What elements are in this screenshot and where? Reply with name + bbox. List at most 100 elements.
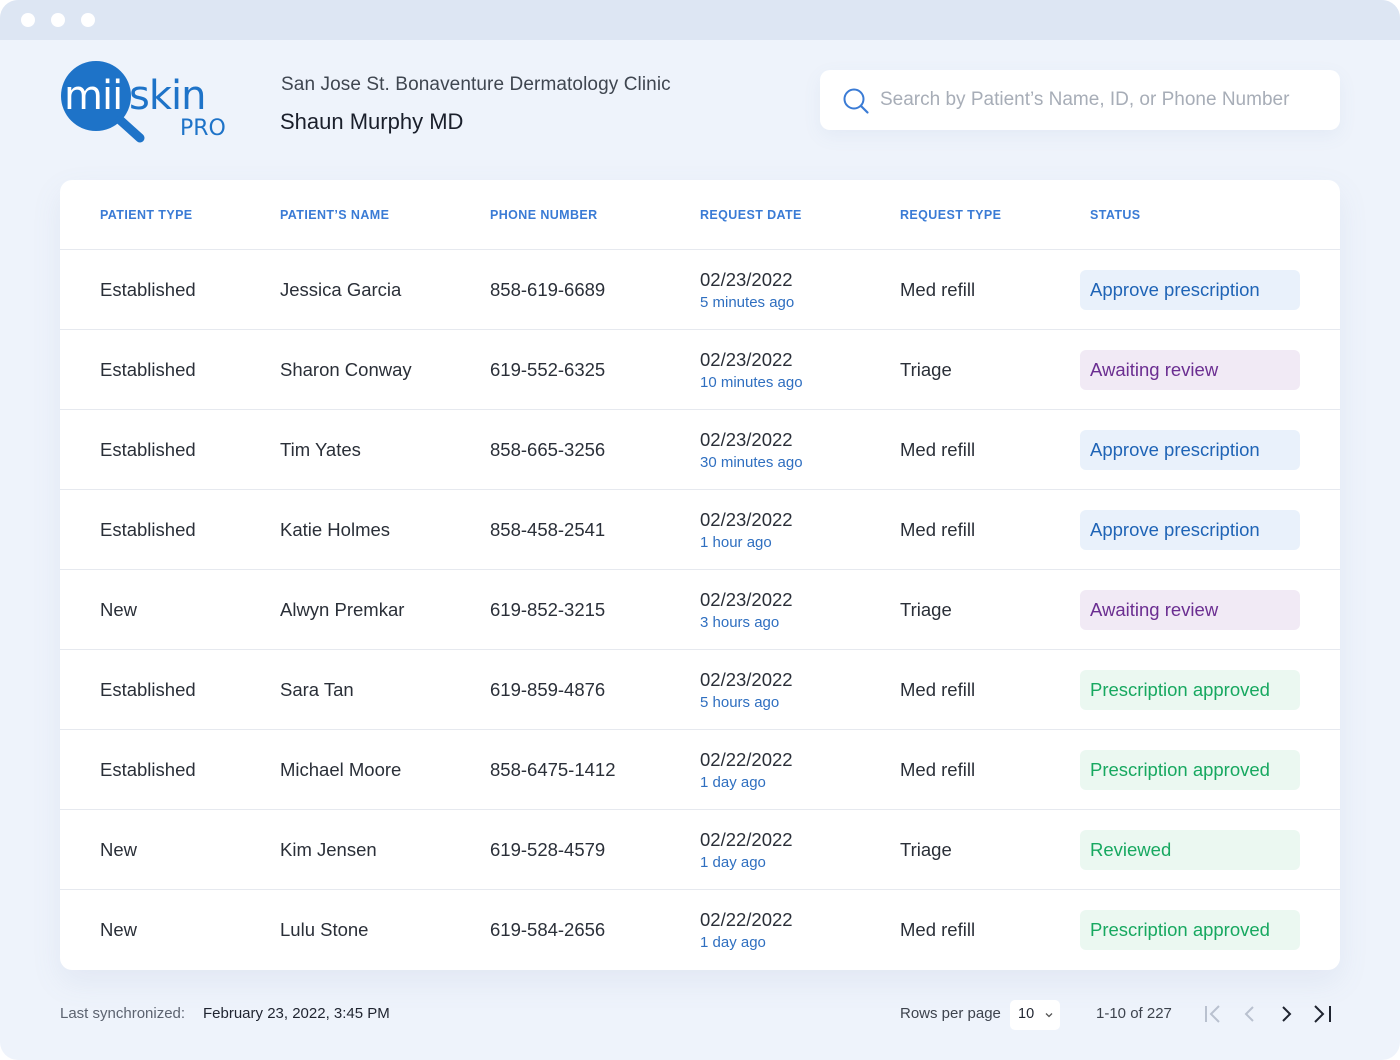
patient-name-cell: Kim Jensen — [280, 839, 377, 860]
request-relative-time: 1 day ago — [700, 774, 766, 791]
table-row[interactable]: Established Michael Moore 858-6475-1412 … — [60, 730, 1340, 810]
request-relative-time: 5 hours ago — [700, 694, 780, 711]
request-relative-time: 1 day ago — [700, 934, 766, 951]
clinic-name: San Jose St. Bonaventure Dermatology Cli… — [281, 74, 671, 95]
request-relative-time: 30 minutes ago — [700, 454, 803, 471]
pagination-range: 1-10 of 227 — [1096, 1005, 1172, 1022]
status-badge-reviewed[interactable]: Reviewed — [1080, 830, 1300, 870]
patient-name-cell: Katie Holmes — [280, 519, 391, 540]
requests-table: PATIENT TYPE PATIENT’S NAME PHONE NUMBER… — [60, 180, 1340, 970]
phone-number-cell: 619-852-3215 — [490, 599, 606, 620]
table-row[interactable]: Established Sara Tan 619-859-4876 02/23/… — [60, 650, 1340, 730]
status-badge-prescription-approved[interactable]: Prescription approved — [1080, 750, 1300, 790]
patient-type-cell: New — [100, 919, 138, 940]
phone-number-cell: 619-528-4579 — [490, 839, 606, 860]
last-synchronized-value: February 23, 2022, 3:45 PM — [203, 1005, 390, 1022]
table-row[interactable]: Established Sharon Conway 619-552-6325 0… — [60, 330, 1340, 410]
request-type-cell: Med refill — [900, 519, 976, 540]
phone-number-cell: 619-859-4876 — [490, 679, 606, 700]
request-type-cell: Med refill — [900, 679, 976, 700]
phone-number-cell: 619-552-6325 — [490, 359, 606, 380]
search-icon — [842, 87, 870, 115]
patient-name-cell: Tim Yates — [280, 439, 361, 460]
request-relative-time: 1 day ago — [700, 854, 766, 871]
last-synchronized-label: Last synchronized: — [60, 1005, 186, 1022]
status-badge-awaiting-review[interactable]: Awaiting review — [1080, 590, 1300, 630]
patient-type-cell: New — [100, 839, 138, 860]
table-row[interactable]: Established Jessica Garcia 858-619-6689 … — [60, 250, 1340, 330]
column-header-request-date[interactable]: REQUEST DATE — [700, 208, 802, 222]
status-badge-approve-prescription[interactable]: Approve prescription — [1080, 430, 1300, 470]
request-type-cell: Med refill — [900, 919, 976, 940]
table-row[interactable]: New Kim Jensen 619-528-4579 02/22/2022 1… — [60, 810, 1340, 890]
request-type-cell: Med refill — [900, 279, 976, 300]
minimize-window-dot[interactable] — [51, 13, 65, 27]
status-badge-approve-prescription[interactable]: Approve prescription — [1080, 510, 1300, 550]
chevron-down-icon — [1044, 1008, 1054, 1018]
request-date-cell: 02/23/2022 — [700, 669, 793, 690]
rows-per-page-value: 10 — [1018, 1006, 1035, 1022]
last-page-icon[interactable] — [1310, 1002, 1334, 1026]
request-date-cell: 02/23/2022 — [700, 509, 793, 530]
patient-type-cell: Established — [100, 519, 196, 540]
maximize-window-dot[interactable] — [81, 13, 95, 27]
status-badge-prescription-approved[interactable]: Prescription approved — [1080, 910, 1300, 950]
patient-type-cell: Established — [100, 679, 196, 700]
column-header-patient-name[interactable]: PATIENT’S NAME — [280, 208, 390, 222]
request-relative-time: 1 hour ago — [700, 534, 772, 551]
patient-name-cell: Jessica Garcia — [280, 279, 402, 300]
request-date-cell: 02/23/2022 — [700, 429, 793, 450]
rows-per-page-select[interactable]: 10 — [1010, 1000, 1060, 1030]
phone-number-cell: 858-665-3256 — [490, 439, 606, 460]
title-bar — [0, 0, 1400, 40]
request-date-cell: 02/22/2022 — [700, 909, 793, 930]
status-badge-prescription-approved[interactable]: Prescription approved — [1080, 670, 1300, 710]
table-row[interactable]: New Lulu Stone 619-584-2656 02/22/2022 1… — [60, 890, 1340, 970]
svg-text:skin: skin — [129, 73, 205, 119]
status-badge-approve-prescription[interactable]: Approve prescription — [1080, 270, 1300, 310]
request-type-cell: Med refill — [900, 759, 976, 780]
svg-text:PRO: PRO — [180, 116, 226, 141]
phone-number-cell: 858-6475-1412 — [490, 759, 616, 780]
column-header-request-type[interactable]: REQUEST TYPE — [900, 208, 1002, 222]
request-relative-time: 3 hours ago — [700, 614, 780, 631]
patient-type-cell: Established — [100, 439, 196, 460]
status-badge-awaiting-review[interactable]: Awaiting review — [1080, 350, 1300, 390]
request-date-cell: 02/23/2022 — [700, 589, 793, 610]
patient-type-cell: Established — [100, 279, 196, 300]
request-type-cell: Triage — [900, 599, 952, 620]
request-relative-time: 10 minutes ago — [700, 374, 803, 391]
request-date-cell: 02/23/2022 — [700, 349, 793, 370]
request-date-cell: 02/22/2022 — [700, 749, 793, 770]
patient-name-cell: Lulu Stone — [280, 919, 369, 940]
patient-name-cell: Sharon Conway — [280, 359, 412, 380]
table-row[interactable]: Established Tim Yates 858-665-3256 02/23… — [60, 410, 1340, 490]
request-date-cell: 02/22/2022 — [700, 829, 793, 850]
next-page-icon[interactable] — [1275, 1002, 1299, 1026]
rows-per-page-label: Rows per page — [900, 1005, 1001, 1022]
table-header: PATIENT TYPE PATIENT’S NAME PHONE NUMBER… — [60, 180, 1340, 250]
request-type-cell: Triage — [900, 359, 952, 380]
column-header-phone-number[interactable]: PHONE NUMBER — [490, 208, 598, 222]
first-page-icon[interactable] — [1202, 1002, 1226, 1026]
table-row[interactable]: New Alwyn Premkar 619-852-3215 02/23/202… — [60, 570, 1340, 650]
patient-name-cell: Sara Tan — [280, 679, 354, 700]
request-type-cell: Triage — [900, 839, 952, 860]
phone-number-cell: 619-584-2656 — [490, 919, 606, 940]
phone-number-cell: 858-458-2541 — [490, 519, 606, 540]
column-header-status[interactable]: STATUS — [1090, 208, 1141, 222]
search-box[interactable] — [820, 70, 1340, 130]
miiskin-pro-logo[interactable]: mii skin PRO — [60, 60, 235, 145]
patient-type-cell: Established — [100, 759, 196, 780]
patient-name-cell: Alwyn Premkar — [280, 599, 405, 620]
previous-page-icon[interactable] — [1238, 1002, 1262, 1026]
column-header-patient-type[interactable]: PATIENT TYPE — [100, 208, 193, 222]
doctor-name: Shaun Murphy MD — [280, 109, 464, 134]
search-input[interactable] — [880, 82, 1320, 118]
patient-type-cell: Established — [100, 359, 196, 380]
table-row[interactable]: Established Katie Holmes 858-458-2541 02… — [60, 490, 1340, 570]
phone-number-cell: 858-619-6689 — [490, 279, 606, 300]
close-window-dot[interactable] — [21, 13, 35, 27]
request-relative-time: 5 minutes ago — [700, 294, 795, 311]
